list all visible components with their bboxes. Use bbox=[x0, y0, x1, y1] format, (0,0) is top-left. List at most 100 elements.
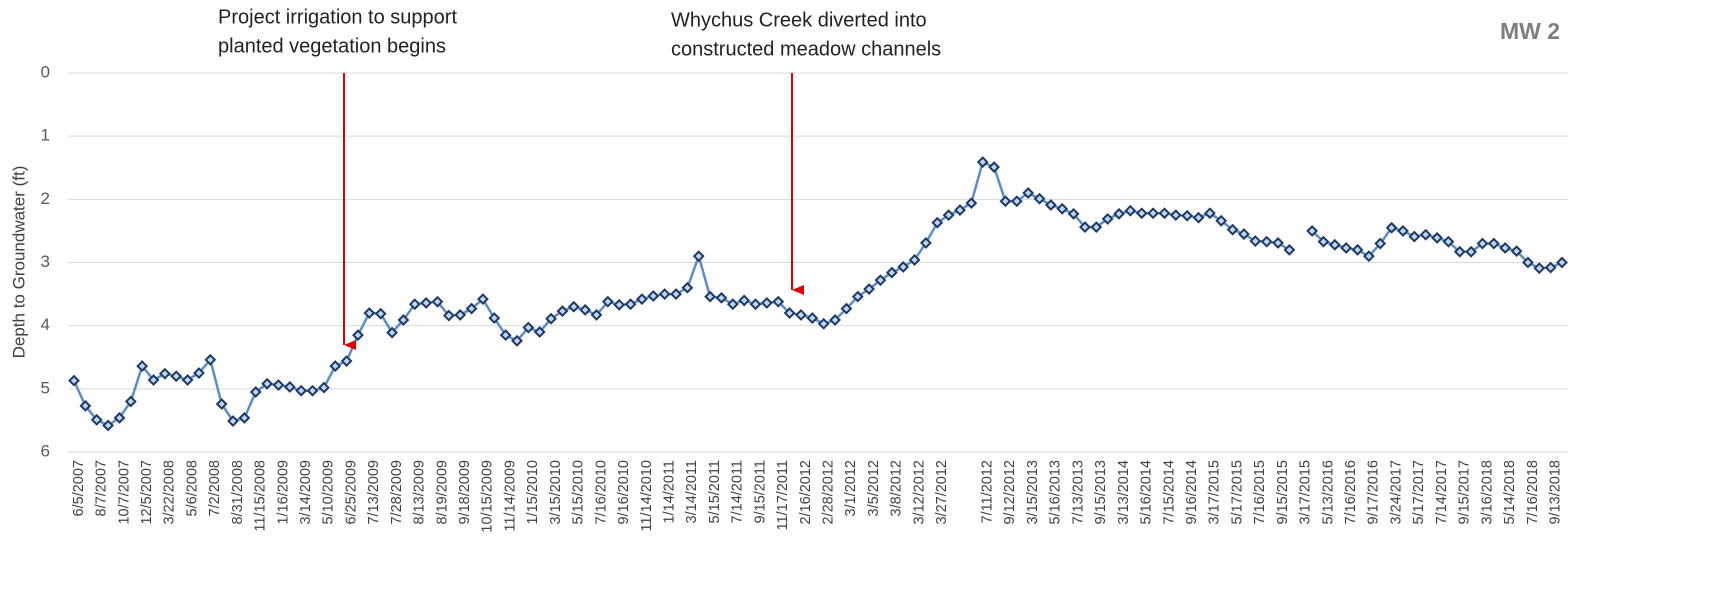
x-tick-label: 3/24/2017 bbox=[1388, 460, 1404, 525]
data-point bbox=[760, 297, 773, 309]
data-point bbox=[1317, 235, 1330, 248]
data-point bbox=[1249, 235, 1262, 247]
x-tick-label: 9/17/2016 bbox=[1366, 460, 1382, 525]
y-tick-label: 3 bbox=[41, 252, 50, 271]
x-tick-label: 7/16/2016 bbox=[1343, 460, 1359, 525]
data-point bbox=[976, 156, 989, 168]
data-point bbox=[283, 381, 296, 393]
data-point bbox=[1306, 225, 1319, 237]
data-point bbox=[329, 360, 342, 373]
data-point bbox=[124, 395, 137, 408]
x-tick-label: 8/19/2009 bbox=[434, 460, 450, 525]
data-point bbox=[704, 290, 717, 303]
plot-area: 0 1 2 3 4 5 6 6/5/2007 8/7/2007 10/7/2007 12/5/200… bbox=[41, 62, 1568, 533]
data-point bbox=[636, 293, 648, 306]
data-point bbox=[829, 314, 841, 326]
data-point bbox=[795, 309, 807, 321]
data-point bbox=[1374, 237, 1387, 250]
data-point bbox=[1544, 261, 1557, 274]
x-tick-label: 5/15/2011 bbox=[707, 460, 723, 523]
x-tick-label: 5/17/2017 bbox=[1411, 460, 1427, 525]
data-point bbox=[68, 374, 80, 387]
y-tick-label: 2 bbox=[41, 189, 50, 208]
data-point bbox=[658, 288, 671, 300]
x-tick-label: 9/13/2018 bbox=[1547, 460, 1563, 525]
data-point bbox=[931, 216, 944, 229]
data-point bbox=[556, 305, 569, 318]
x-tick-label: 3/17/2015 bbox=[1298, 460, 1314, 525]
data-point bbox=[1067, 207, 1080, 220]
data-point bbox=[522, 321, 535, 334]
x-tick-label: 2/16/2012 bbox=[798, 460, 814, 525]
data-point bbox=[1385, 221, 1398, 234]
y-tick-label: 1 bbox=[41, 126, 50, 145]
x-tick-label: 1/16/2009 bbox=[275, 460, 291, 525]
x-tick-label: 3/5/2012 bbox=[866, 460, 882, 516]
x-tick-label: 3/17/2015 bbox=[1207, 460, 1223, 525]
data-point bbox=[1124, 204, 1137, 217]
data-point bbox=[215, 398, 228, 410]
data-point bbox=[79, 399, 92, 412]
data-point bbox=[1351, 243, 1364, 256]
x-tick-label: 3/8/2012 bbox=[889, 460, 905, 516]
data-point bbox=[1260, 235, 1273, 248]
data-point bbox=[465, 302, 478, 315]
data-point bbox=[1328, 238, 1341, 251]
data-point bbox=[885, 266, 898, 279]
x-tick-label: 5/10/2009 bbox=[321, 460, 337, 525]
data-point bbox=[511, 334, 523, 347]
data-point bbox=[772, 295, 785, 308]
data-point bbox=[340, 355, 353, 367]
x-tick-label: 7/14/2017 bbox=[1434, 460, 1450, 525]
data-point bbox=[1397, 225, 1409, 237]
data-point bbox=[1499, 242, 1512, 254]
data-point bbox=[204, 353, 217, 366]
data-point bbox=[1215, 214, 1228, 227]
x-tick-label: 5/14/2018 bbox=[1502, 460, 1518, 525]
data-point bbox=[1533, 262, 1546, 275]
data-point bbox=[147, 374, 160, 386]
x-tick-label: 11/17/2011 bbox=[775, 460, 791, 530]
x-tick-label: 9/18/2009 bbox=[457, 460, 473, 525]
data-point bbox=[897, 261, 910, 273]
data-point bbox=[817, 317, 830, 330]
data-point bbox=[1408, 230, 1421, 243]
x-tick-label: 9/15/2017 bbox=[1457, 460, 1473, 525]
data-point bbox=[999, 195, 1012, 208]
x-tick-label: 8/13/2009 bbox=[412, 460, 428, 525]
data-point bbox=[102, 419, 114, 432]
data-point bbox=[1079, 221, 1091, 234]
x-tick-label: 5/17/2015 bbox=[1229, 460, 1245, 525]
x-tick-label: 7/16/2018 bbox=[1525, 460, 1541, 525]
x-tick-label: 6/5/2007 bbox=[71, 460, 87, 516]
y-tick-label: 5 bbox=[41, 378, 50, 397]
data-point bbox=[488, 312, 501, 325]
x-tick-label: 5/16/2013 bbox=[1048, 460, 1064, 525]
data-point bbox=[363, 307, 376, 319]
data-point bbox=[851, 290, 864, 303]
x-tick-label: 3/15/2013 bbox=[1025, 460, 1041, 525]
data-point bbox=[1442, 235, 1455, 248]
x-tick-label: 3/12/2012 bbox=[911, 460, 927, 525]
data-point bbox=[863, 283, 876, 295]
data-point bbox=[647, 290, 660, 302]
data-point bbox=[590, 309, 603, 321]
data-point bbox=[386, 326, 398, 339]
x-tick-label: 7/16/2015 bbox=[1252, 460, 1268, 525]
x-tick-label: 3/15/2010 bbox=[548, 460, 564, 525]
x-tick-label: 7/15/2014 bbox=[1161, 460, 1177, 525]
annotation: planted vegetation begins bbox=[218, 35, 446, 57]
chart-title: MW 2 bbox=[1500, 18, 1560, 44]
y-tick-label: 6 bbox=[41, 441, 50, 460]
data-point bbox=[613, 298, 626, 311]
data-point bbox=[1056, 202, 1069, 215]
data-point bbox=[1169, 209, 1182, 222]
data-point bbox=[1487, 237, 1500, 250]
data-point bbox=[374, 307, 387, 320]
data-point bbox=[1181, 209, 1194, 222]
x-tick-label: 7/14/2011 bbox=[730, 460, 746, 523]
x-tick-label: 3/16/2018 bbox=[1479, 460, 1495, 525]
data-point bbox=[1158, 207, 1171, 220]
data-point bbox=[454, 309, 467, 321]
